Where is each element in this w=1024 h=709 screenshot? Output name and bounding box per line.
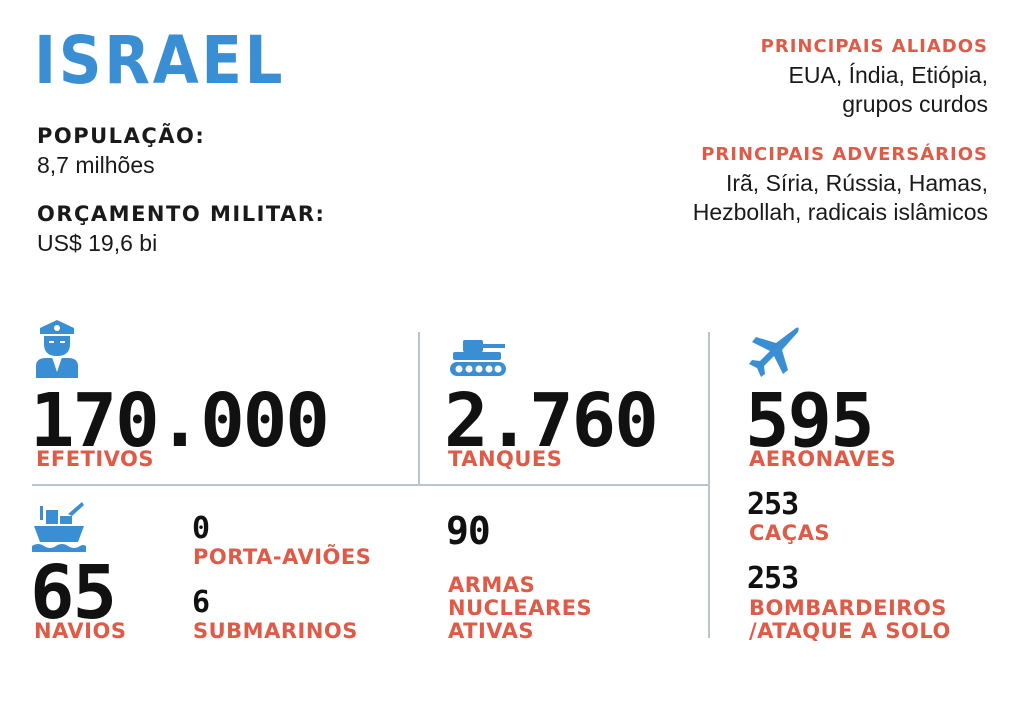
nukes-value: 90 (446, 509, 491, 553)
allies-line2: grupos curdos (842, 91, 988, 117)
aircraft-label: AERONAVES (749, 447, 897, 471)
divider-v2 (708, 332, 710, 638)
adversaries-line2: Hezbollah, radicais islâmicos (692, 199, 988, 225)
ships-value: 65 (30, 550, 117, 636)
budget-value: US$ 19,6 bi (37, 230, 158, 256)
nukes-label-line2: NUCLEARES (448, 596, 593, 620)
budget-label: ORÇAMENTO MILITAR: (37, 202, 326, 226)
adversaries-line1: Irã, Síria, Rússia, Hamas, (725, 170, 988, 196)
divider-v1 (418, 332, 420, 484)
jet-icon (749, 327, 799, 377)
carriers-value: 0 (192, 511, 210, 546)
allies-line1: EUA, Índia, Etiópia, (788, 62, 988, 88)
tank-icon (450, 340, 506, 376)
allies-label: PRINCIPAIS ALIADOS (760, 36, 988, 57)
tanks-label: TANQUES (448, 447, 563, 471)
carriers-label: PORTA-AVIÕES (193, 545, 372, 569)
troops-value: 170.000 (30, 378, 330, 464)
troops-label: EFETIVOS (36, 447, 155, 471)
nukes-label-line1: ARMAS (448, 573, 536, 597)
bombers-value: 253 (747, 561, 799, 596)
fighters-label: CAÇAS (749, 521, 830, 545)
divider-h (32, 484, 708, 486)
ships-label: NAVIOS (34, 619, 127, 643)
fighters-value: 253 (747, 487, 799, 522)
adversaries-label: PRINCIPAIS ADVERSÁRIOS (701, 144, 988, 165)
tanks-value: 2.760 (444, 378, 659, 464)
submarines-value: 6 (192, 585, 210, 620)
country-title: ISRAEL (34, 22, 286, 99)
bombers-label-line2: /ATAQUE A SOLO (749, 619, 951, 643)
bombers-label-line1: BOMBARDEIROS (749, 596, 947, 620)
population-label: POPULAÇÃO: (37, 124, 206, 148)
soldier-icon (36, 320, 78, 378)
submarines-label: SUBMARINOS (193, 619, 358, 643)
aircraft-value: 595 (745, 378, 875, 464)
population-value: 8,7 milhões (37, 152, 155, 178)
ship-icon (32, 502, 86, 552)
nukes-label-line3: ATIVAS (448, 619, 534, 643)
